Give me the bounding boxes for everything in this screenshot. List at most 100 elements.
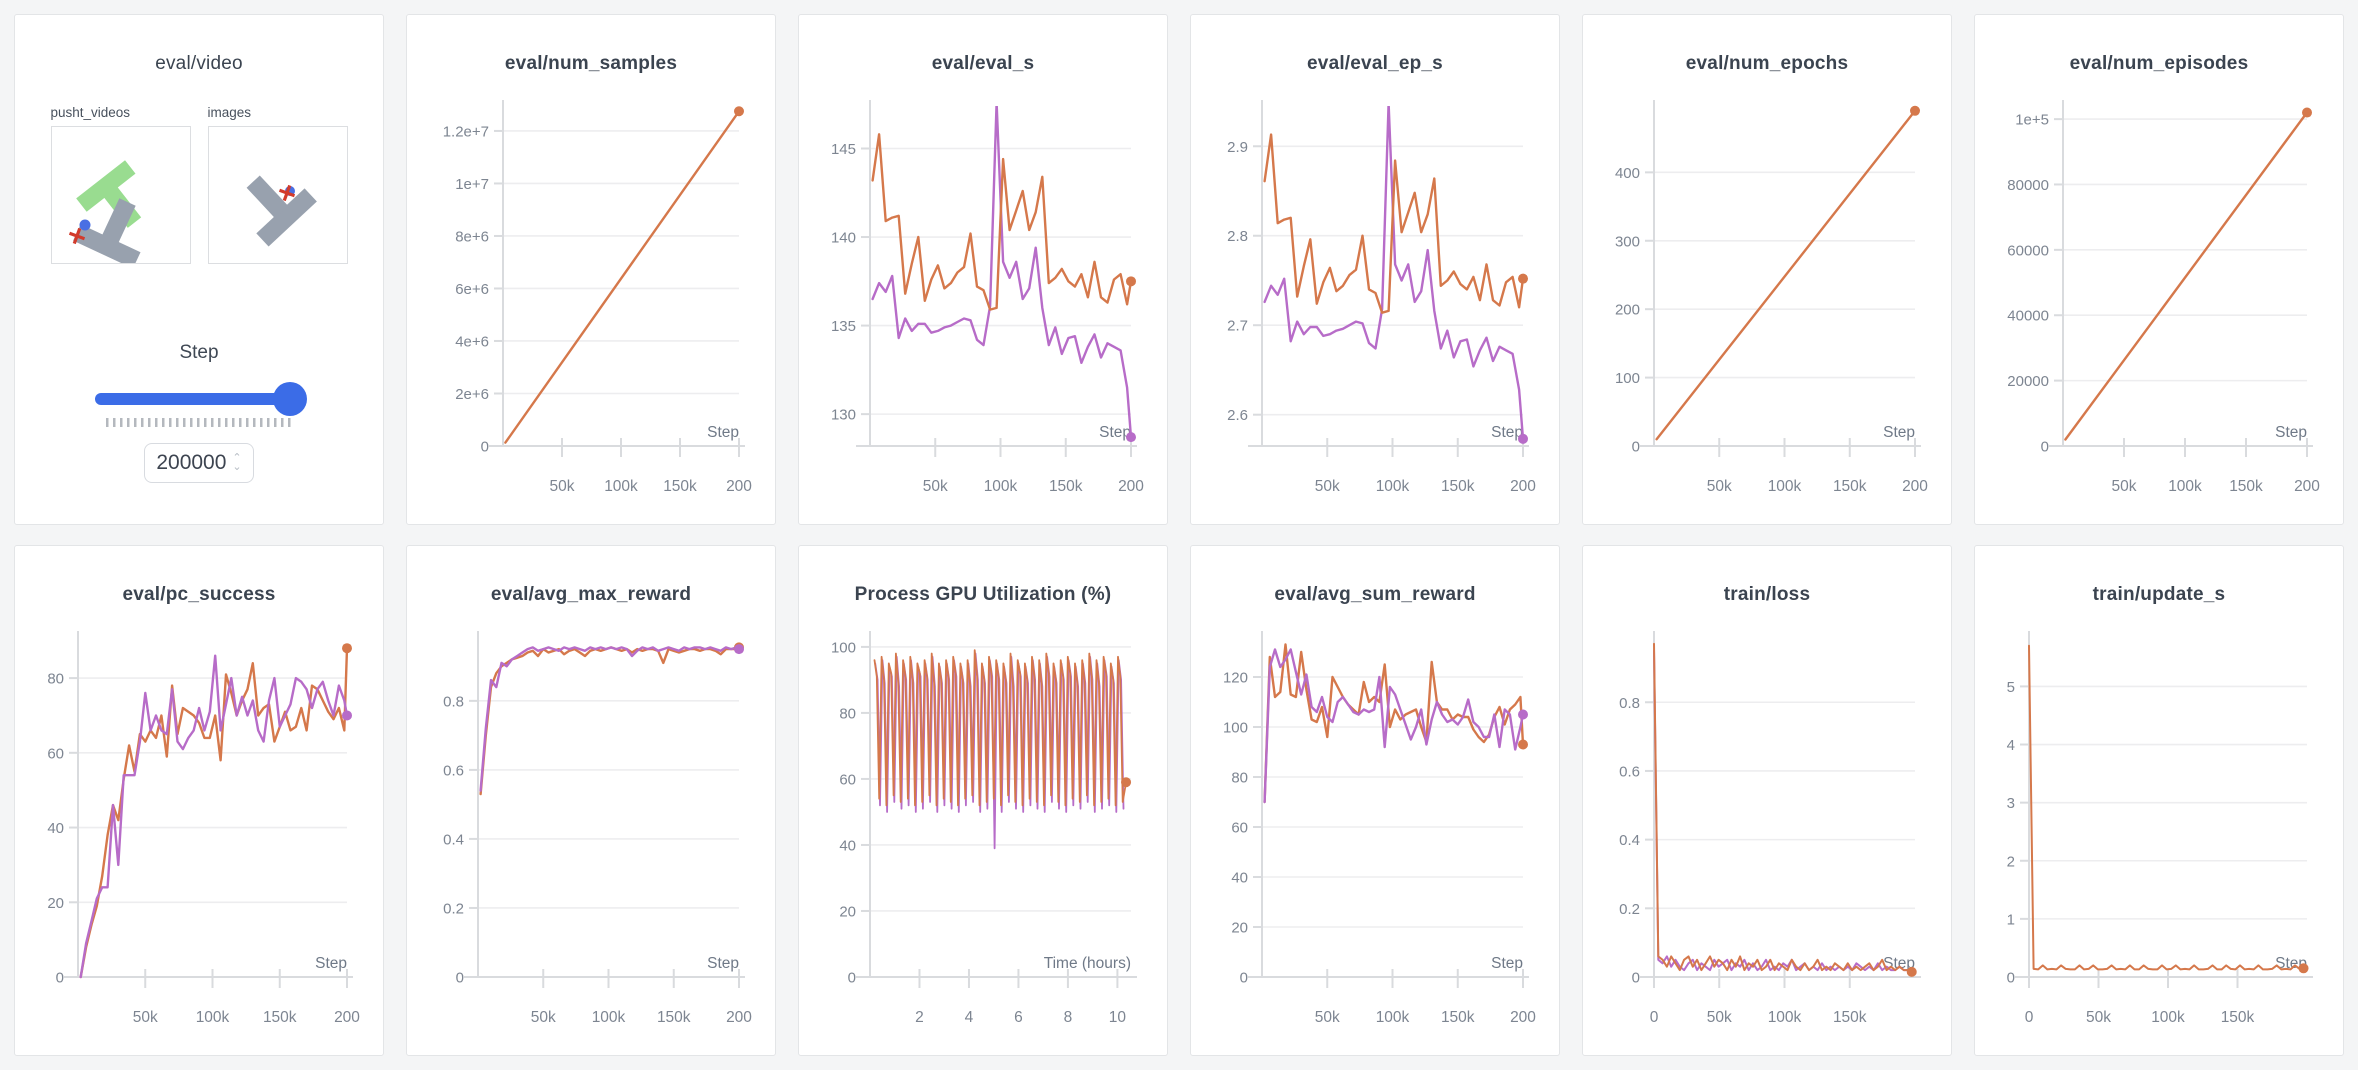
y-tick-label: 2.9	[1227, 139, 1248, 156]
gridlines	[2020, 685, 2307, 978]
y-tick-label: 1e+5	[2015, 112, 2049, 129]
latest-point-dot-run-orange	[2302, 107, 2312, 118]
step-slider-handle[interactable]	[273, 382, 307, 416]
chart-panel-train-update-s[interactable]: train/update_s 0 1 2 3 4 5 0 50k 100k 150k Step	[1974, 545, 2344, 1056]
series-line-run-orange	[79, 647, 349, 979]
y-tick-label: 80	[1231, 770, 1248, 787]
x-tick-label: 150k	[1441, 1009, 1475, 1026]
y-tick-label: 100	[831, 639, 856, 656]
y-tick-label: 1	[2007, 911, 2015, 928]
y-tick-label: 40	[47, 820, 64, 837]
chart-canvas-eval-eval-s[interactable]: 130 135 140 145 50k 100k 150k 200 Step	[799, 93, 1167, 524]
x-tick-label: 150k	[2221, 1009, 2255, 1026]
y-tick-label: 0.8	[443, 693, 464, 710]
x-tick-label: 150k	[2229, 478, 2263, 495]
series-line-run-orange	[873, 649, 1128, 807]
series-line-run-orange	[2064, 111, 2309, 441]
chart-title: eval/avg_sum_reward	[1274, 584, 1476, 605]
axes	[856, 100, 1137, 457]
y-tick-label: 20	[839, 903, 856, 920]
chart-canvas-eval-num-episodes[interactable]: 0 20000 40000 60000 80000 1e+5 50k 100k 150k 200 S…	[1975, 93, 2343, 524]
step-slider[interactable]	[95, 382, 307, 416]
chart-title: eval/avg_max_reward	[490, 584, 692, 605]
series-group	[1655, 109, 1917, 441]
series-line-run-orange	[2028, 644, 2305, 971]
chart-title: train/loss	[1723, 584, 1811, 605]
x-tick-label: 100k	[2168, 478, 2202, 495]
y-tick-label: 0	[2041, 439, 2049, 456]
chart-canvas-eval-avg-sum-reward[interactable]: 0 20 40 60 80 100 120 50k 100k 150k 200 Step	[1191, 624, 1559, 1055]
step-slider-track[interactable]	[95, 393, 303, 405]
x-tick-label: 10	[1109, 1009, 1127, 1026]
step-input-value[interactable]: 200000	[156, 451, 227, 474]
axes	[1640, 100, 1921, 457]
gridlines	[1253, 145, 1523, 416]
latest-point-dot-run-purple	[342, 710, 352, 721]
pusht-video-thumbnail[interactable]	[50, 126, 191, 269]
step-control: Step 200000 ⌃ ⌄	[15, 342, 383, 483]
images-thumbnail[interactable]	[207, 126, 348, 264]
y-tick-label: 20	[1231, 920, 1248, 937]
gridlines	[469, 699, 739, 978]
series-group	[504, 110, 741, 444]
y-tick-label: 60	[47, 745, 64, 762]
y-tick-label: 100	[1223, 720, 1248, 737]
x-tick-label: 50k	[1707, 1009, 1732, 1026]
y-tick-label: 0.8	[1619, 695, 1640, 712]
chart-panel-eval-avg-max-reward[interactable]: eval/avg_max_reward 0 0.2 0.4 0.6 0.8 50k 100k 1…	[406, 545, 776, 1056]
chart-title: eval/pc_success	[122, 584, 276, 605]
x-tick-label: 150k	[1049, 478, 1083, 495]
latest-point-dot-run-purple	[1518, 433, 1528, 444]
chart-panel-eval-eval-s[interactable]: eval/eval_s 130 135 140 145 50k 100k 150k 200 Ste…	[798, 14, 1168, 525]
x-tick-label: 6	[1014, 1009, 1023, 1026]
gridlines	[2054, 118, 2307, 447]
chart-title: Process GPU Utilization (%)	[854, 584, 1112, 605]
chart-panel-eval-num-episodes[interactable]: eval/num_episodes 0 20000 40000 60000 80000 1e…	[1974, 14, 2344, 525]
chart-panel-eval-num-samples[interactable]: eval/num_samples 0 2e+6 4e+6 6e+6 8e+6 1e+7 1.2…	[406, 14, 776, 525]
chart-panel-eval-pc-success[interactable]: eval/pc_success 0 20 40 60 80 50k 100k 150k 200 St…	[14, 545, 384, 1056]
x-tick-label: 200	[726, 1009, 752, 1026]
media-row: pusht_videos	[15, 105, 383, 269]
stepper-up-icon[interactable]: ⌃	[232, 452, 242, 464]
chart-panel-train-loss[interactable]: train/loss 0 0.2 0.4 0.6 0.8 0 50k 100k 150k Step	[1582, 545, 1952, 1056]
chart-panel-process-gpu-utilization-[interactable]: Process GPU Utilization (%) 0 20 40 60 80 100 2…	[798, 545, 1168, 1056]
y-tick-label: 1.2e+7	[443, 123, 489, 140]
x-tick-label: 200	[334, 1009, 360, 1026]
x-tick-label: 50k	[2112, 478, 2137, 495]
chart-panel-eval-num-epochs[interactable]: eval/num_epochs 0 100 200 300 400 50k 100k 150k 2…	[1582, 14, 1952, 525]
y-tick-label: 0	[1240, 970, 1248, 987]
x-tick-label: 100k	[1768, 1009, 1802, 1026]
chart-canvas-eval-num-epochs[interactable]: 0 100 200 300 400 50k 100k 150k 200 Step	[1583, 93, 1951, 524]
x-tick-label: 150k	[1441, 478, 1475, 495]
axes	[64, 631, 353, 988]
chart-canvas-eval-avg-max-reward[interactable]: 0 0.2 0.4 0.6 0.8 50k 100k 150k 200 Step	[407, 624, 775, 1055]
y-tick-label: 60	[1231, 820, 1248, 837]
chart-canvas-eval-num-samples[interactable]: 0 2e+6 4e+6 6e+6 8e+6 1e+7 1.2e+7 50k 100k 150k 20…	[407, 93, 775, 524]
chart-panel-eval-avg-sum-reward[interactable]: eval/avg_sum_reward 0 20 40 60 80 100 120 50k 100…	[1190, 545, 1560, 1056]
y-tick-label: 0	[481, 439, 489, 456]
panel-eval-video[interactable]: eval/video pusht_videos	[14, 14, 384, 525]
pusht-target-cross-icon	[68, 227, 85, 245]
chart-canvas-process-gpu-utilization-[interactable]: 0 20 40 60 80 100 2 4 6 8 10 Time (hours)	[799, 624, 1167, 1055]
latest-point-dot-run-purple	[734, 644, 744, 655]
y-tick-label: 4e+6	[455, 333, 489, 350]
latest-point-dot-run-orange	[1126, 276, 1136, 287]
chart-canvas-eval-eval-ep-s[interactable]: 2.6 2.7 2.8 2.9 50k 100k 150k 200 Step	[1191, 93, 1559, 524]
y-tick-label: 3	[2007, 795, 2015, 812]
pusht-block-t-shape	[72, 198, 141, 269]
chart-panel-eval-eval-ep-s[interactable]: eval/eval_ep_s 2.6 2.7 2.8 2.9 50k 100k 150k 200…	[1190, 14, 1560, 525]
latest-point-dot-run-orange	[1518, 273, 1528, 284]
series-group	[2028, 644, 2305, 971]
stepper-down-icon[interactable]: ⌄	[232, 461, 242, 473]
step-input[interactable]: 200000 ⌃ ⌄	[144, 443, 254, 483]
latest-point-dot-run-orange	[2298, 963, 2309, 974]
step-stepper[interactable]: ⌃ ⌄	[232, 452, 242, 473]
series-line-run-purple	[1263, 648, 1525, 804]
media-item-images: images	[207, 105, 348, 264]
chart-canvas-eval-pc-success[interactable]: 0 20 40 60 80 50k 100k 150k 200 Step	[15, 624, 383, 1055]
x-tick-label: 50k	[1707, 478, 1732, 495]
axes	[489, 100, 745, 457]
step-slider-ruler	[106, 418, 292, 427]
